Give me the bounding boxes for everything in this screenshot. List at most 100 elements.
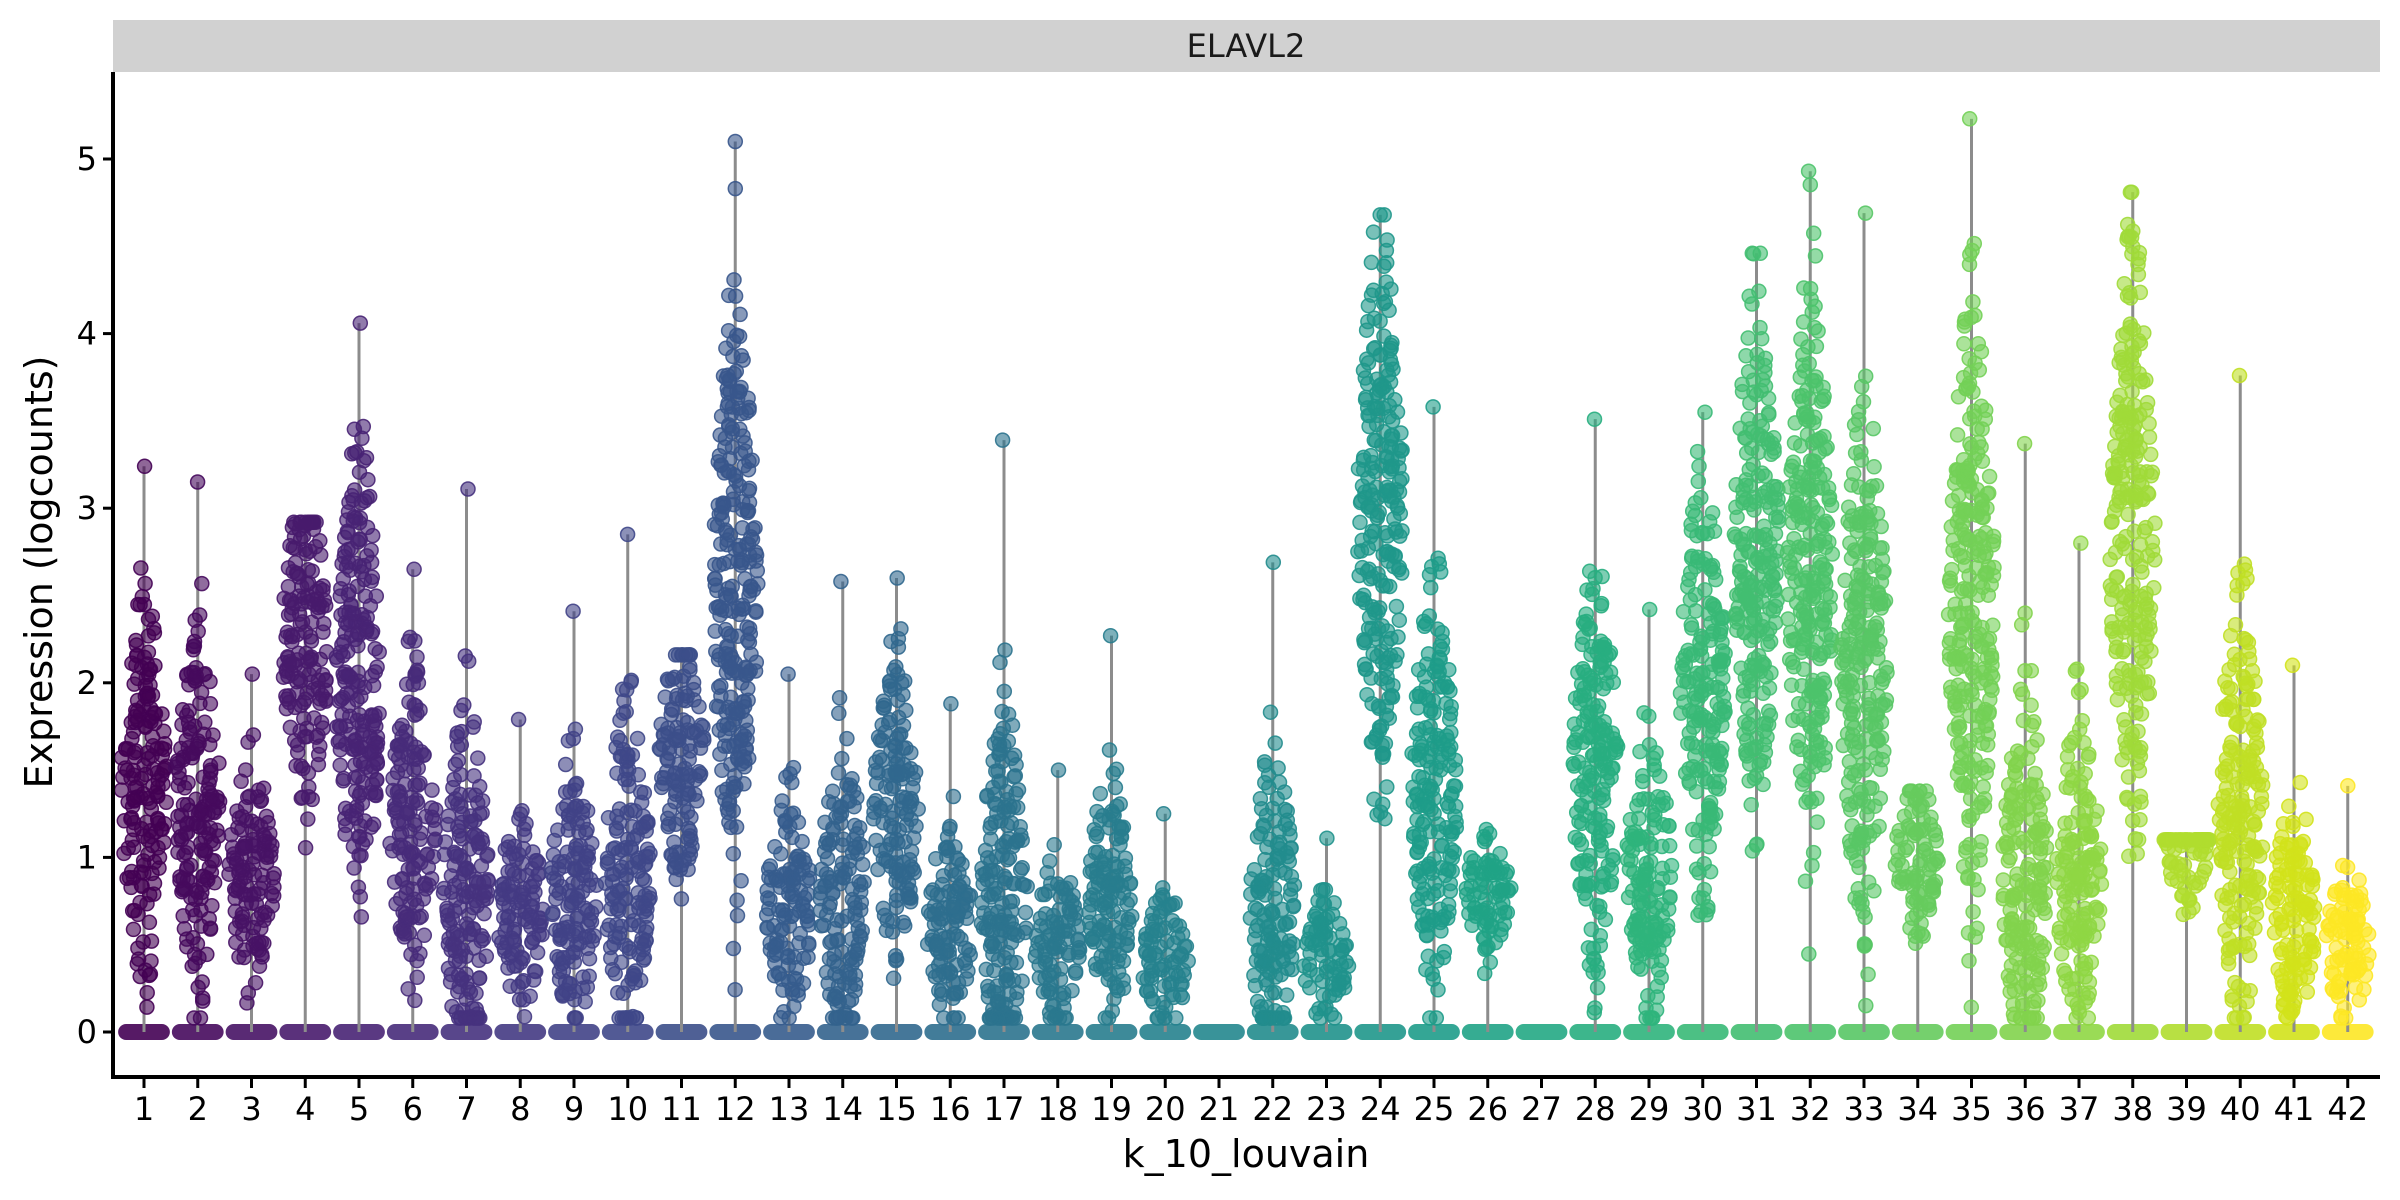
data-point [849, 846, 866, 862]
data-point [1050, 762, 1067, 778]
data-point [833, 861, 850, 878]
data-point [1752, 752, 1769, 769]
data-point [1811, 470, 1828, 486]
data-point [1426, 851, 1442, 867]
data-point [1589, 979, 1606, 996]
data-point [1492, 845, 1508, 862]
data-point [1102, 627, 1119, 644]
data-point [1279, 803, 1295, 819]
data-point [1382, 351, 1399, 368]
data-point [141, 914, 158, 931]
data-point [253, 934, 270, 950]
data-point [813, 861, 830, 878]
data-point [1278, 987, 1295, 1003]
data-point [715, 717, 732, 734]
data-point [800, 935, 817, 951]
data-point [1635, 767, 1651, 784]
data-point [659, 671, 676, 688]
data-point [931, 967, 947, 983]
data-point [125, 790, 142, 806]
data-point [449, 796, 466, 812]
data-point [1003, 815, 1020, 831]
data-point [1087, 844, 1104, 861]
cluster-15 [865, 570, 926, 1040]
data-point [571, 824, 587, 840]
data-point [623, 916, 639, 933]
cluster-4 [275, 514, 335, 1040]
data-point [1387, 549, 1403, 565]
data-point [667, 647, 684, 663]
data-point [1798, 604, 1814, 621]
data-point [1580, 621, 1597, 637]
cluster-20 [1135, 806, 1196, 1040]
data-point [359, 548, 375, 564]
data-point [934, 982, 950, 999]
data-point [822, 934, 838, 951]
data-point [1675, 652, 1691, 669]
data-point [740, 692, 756, 709]
data-point [718, 603, 734, 619]
data-point [729, 907, 746, 924]
data-point [1734, 376, 1750, 393]
data-point [1071, 942, 1088, 958]
data-point [557, 756, 574, 773]
data-point [782, 765, 798, 782]
data-point [1335, 926, 1351, 942]
data-point [1375, 578, 1391, 594]
data-point [1092, 785, 1109, 802]
data-point [1571, 813, 1587, 830]
data-point [456, 697, 472, 713]
data-point [1584, 586, 1600, 603]
data-point [1688, 783, 1705, 800]
data-point [186, 633, 203, 650]
data-point [616, 693, 632, 709]
data-point [1394, 470, 1410, 487]
data-point [1370, 400, 1386, 416]
data-point [1595, 866, 1612, 882]
data-point [890, 692, 906, 709]
data-point [410, 760, 426, 776]
data-point [1319, 830, 1335, 846]
data-point [1171, 918, 1188, 934]
data-point [1441, 862, 1457, 878]
data-point [1493, 900, 1509, 916]
data-point [450, 819, 466, 835]
data-point [1322, 943, 1338, 959]
data-point [175, 908, 191, 924]
data-point [136, 865, 152, 881]
data-point [1804, 435, 1821, 451]
data-point [347, 631, 364, 648]
data-point [1261, 779, 1277, 796]
data-point [682, 743, 698, 759]
data-point [497, 943, 513, 959]
data-point [833, 573, 849, 590]
data-point [300, 562, 317, 578]
data-point [353, 847, 369, 864]
data-point [1379, 232, 1395, 248]
data-point [1422, 748, 1438, 765]
data-point [1353, 543, 1370, 559]
cluster-9 [543, 603, 605, 1040]
data-point [1795, 711, 1812, 728]
cluster-3 [221, 666, 282, 1040]
data-point [1388, 598, 1405, 615]
data-point [1389, 647, 1405, 663]
data-point [744, 531, 761, 548]
data-point [737, 443, 753, 459]
data-point [149, 740, 165, 757]
facet-title: ELAVL2 [1187, 27, 1306, 65]
data-point [1761, 407, 1777, 423]
data-point [1802, 622, 1818, 638]
data-point [137, 575, 153, 592]
data-point [340, 668, 357, 685]
data-point [228, 934, 244, 951]
data-point [1587, 1000, 1603, 1016]
data-point [393, 757, 409, 773]
data-point [477, 883, 493, 900]
data-point [930, 914, 947, 931]
data-point [785, 805, 802, 821]
data-point [353, 909, 370, 925]
data-point [828, 1010, 845, 1026]
data-point [741, 634, 758, 651]
data-point [653, 716, 669, 733]
